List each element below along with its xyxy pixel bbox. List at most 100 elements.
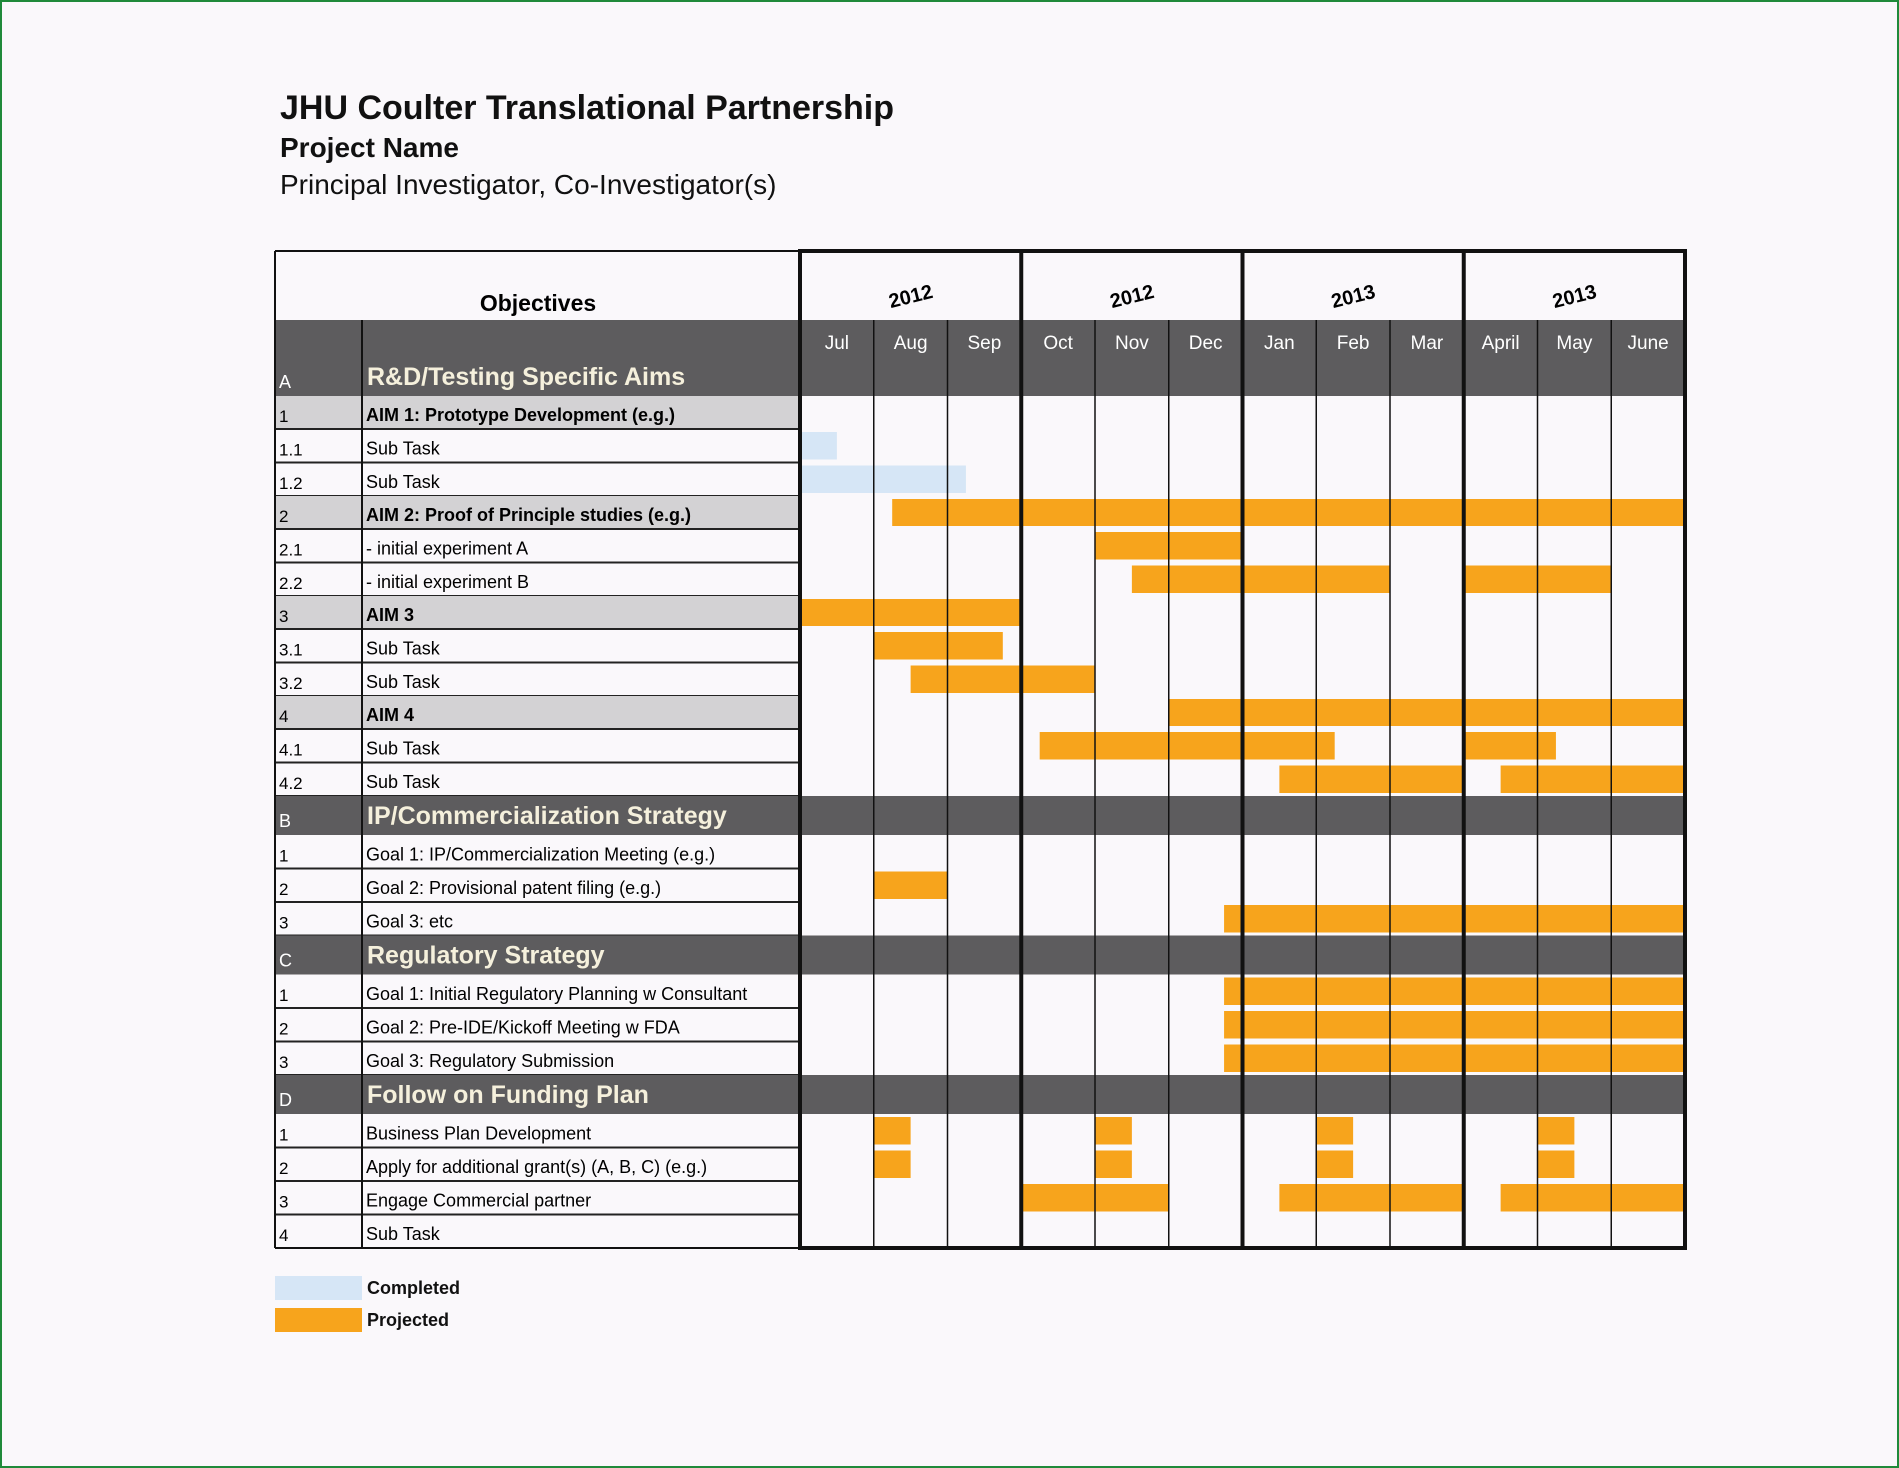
- row-id: 3.1: [279, 641, 303, 660]
- month-label: Nov: [1115, 333, 1149, 354]
- row-id: 4: [279, 1226, 288, 1245]
- section-id: B: [279, 811, 291, 831]
- gantt-bar-projected: [1279, 1184, 1464, 1212]
- task-label: Sub Task: [366, 472, 441, 492]
- gantt-bar-projected: [1039, 732, 1335, 760]
- legend-label: Projected: [367, 1309, 450, 1330]
- task-label: Goal 2: Pre-IDE/Kickoff Meeting w FDA: [366, 1018, 680, 1038]
- task-label: Sub Task: [366, 1224, 441, 1244]
- task-label: Engage Commercial partner: [366, 1191, 591, 1211]
- year-label: 2012: [887, 281, 936, 313]
- task-label: - initial experiment A: [366, 539, 528, 559]
- row-id: 1: [279, 986, 288, 1005]
- objectives-header: Objectives: [480, 290, 596, 316]
- row-id: 4.2: [279, 774, 303, 793]
- task-label: Goal 1: Initial Regulatory Planning w Co…: [366, 984, 747, 1004]
- gantt-bar-projected: [1463, 732, 1556, 760]
- task-label: Business Plan Development: [366, 1124, 591, 1144]
- gantt-bar-projected: [1316, 1117, 1354, 1145]
- section-row: [275, 1075, 1685, 1114]
- month-label: April: [1482, 333, 1520, 354]
- row-id: 3: [279, 1053, 288, 1072]
- timeline-frame: [798, 249, 1687, 1250]
- month-header-band: [275, 320, 1685, 357]
- section-id: A: [279, 372, 291, 392]
- year-label: 2012: [1108, 281, 1157, 313]
- task-label: Goal 3: etc: [366, 912, 453, 932]
- document-header: JHU Coulter Translational Partnership Pr…: [280, 86, 894, 204]
- section-title: IP/Commercialization Strategy: [367, 802, 727, 830]
- row-id: 1: [279, 847, 288, 866]
- month-label: May: [1556, 333, 1592, 354]
- row-id: 3: [279, 1193, 288, 1212]
- row-id: 3.2: [279, 674, 303, 693]
- legend-item: Projected: [275, 1307, 449, 1333]
- gantt-bar-projected: [873, 632, 1003, 660]
- legend-label: Completed: [367, 1277, 461, 1298]
- section-title: R&D/Testing Specific Aims: [367, 363, 685, 391]
- row-id: 3: [279, 607, 288, 626]
- gantt-bar-projected: [1224, 1011, 1685, 1039]
- task-label: Sub Task: [366, 672, 441, 692]
- row-id: 2.1: [279, 541, 303, 560]
- aim-label: AIM 2: Proof of Principle studies (e.g.): [366, 505, 691, 525]
- gantt-bar-projected: [1279, 765, 1464, 793]
- month-label: Oct: [1043, 333, 1073, 354]
- gantt-bar-projected: [1224, 1044, 1685, 1072]
- gantt-bar-completed: [800, 465, 966, 493]
- gantt-bar-projected: [873, 1150, 911, 1178]
- aim-label: AIM 3: [366, 605, 414, 625]
- row-id: 4: [279, 707, 288, 726]
- gantt-bar-projected: [1095, 1150, 1132, 1178]
- row-id: 4.1: [279, 741, 303, 760]
- investigators-line: Principal Investigator, Co-Investigator(…: [280, 169, 777, 200]
- section-id: D: [279, 1090, 292, 1110]
- task-label: Apply for additional grant(s) (A, B, C) …: [366, 1157, 707, 1177]
- task-label: Goal 1: IP/Commercialization Meeting (e.…: [366, 845, 715, 865]
- aim-row-bg: [275, 696, 800, 729]
- row-id: 2.2: [279, 574, 303, 593]
- task-label: Sub Task: [366, 639, 441, 659]
- section-row: [275, 796, 1685, 835]
- gantt-bar-projected: [1316, 1150, 1354, 1178]
- month-label: Mar: [1411, 333, 1444, 354]
- aim-label: AIM 4: [366, 705, 414, 725]
- legend-item: Completed: [275, 1275, 460, 1301]
- section-row: [275, 935, 1685, 975]
- gantt-bar-projected: [873, 1117, 911, 1145]
- task-label: Sub Task: [366, 772, 441, 792]
- year-label: 2013: [1329, 281, 1378, 313]
- gantt-bar-projected: [1500, 1184, 1685, 1212]
- month-label: Jul: [825, 333, 849, 354]
- month-label: Aug: [894, 333, 928, 354]
- month-label: Sep: [967, 333, 1001, 354]
- aim-label: AIM 1: Prototype Development (e.g.): [366, 405, 675, 425]
- row-id: 1.1: [279, 441, 303, 460]
- gantt-bar-projected: [892, 499, 1685, 526]
- gantt-bar-projected: [1224, 977, 1685, 1005]
- month-label: Feb: [1337, 333, 1370, 354]
- gantt-bar-projected: [1095, 1117, 1132, 1145]
- project-name: Project Name: [280, 132, 459, 163]
- section-title: Follow on Funding Plan: [367, 1081, 649, 1109]
- gantt-bar-projected: [1537, 1150, 1575, 1178]
- gantt-bar-projected: [1131, 565, 1390, 593]
- section-title: Regulatory Strategy: [367, 942, 605, 970]
- month-label: Jan: [1264, 333, 1295, 354]
- row-id: 3: [279, 914, 288, 933]
- row-id: 1: [279, 407, 288, 426]
- row-id: 1: [279, 1126, 288, 1145]
- section-id: C: [279, 951, 292, 971]
- aim-row-bg: [275, 596, 800, 629]
- row-id: 2: [279, 1020, 288, 1039]
- gantt-bar-projected: [800, 599, 1022, 626]
- task-label: Goal 2: Provisional patent filing (e.g.): [366, 878, 661, 898]
- legend-swatch: [275, 1276, 362, 1300]
- document-title: JHU Coulter Translational Partnership: [280, 89, 895, 127]
- task-label: Sub Task: [366, 739, 441, 759]
- gantt-bar-projected: [910, 665, 1095, 693]
- month-label: Dec: [1189, 333, 1223, 354]
